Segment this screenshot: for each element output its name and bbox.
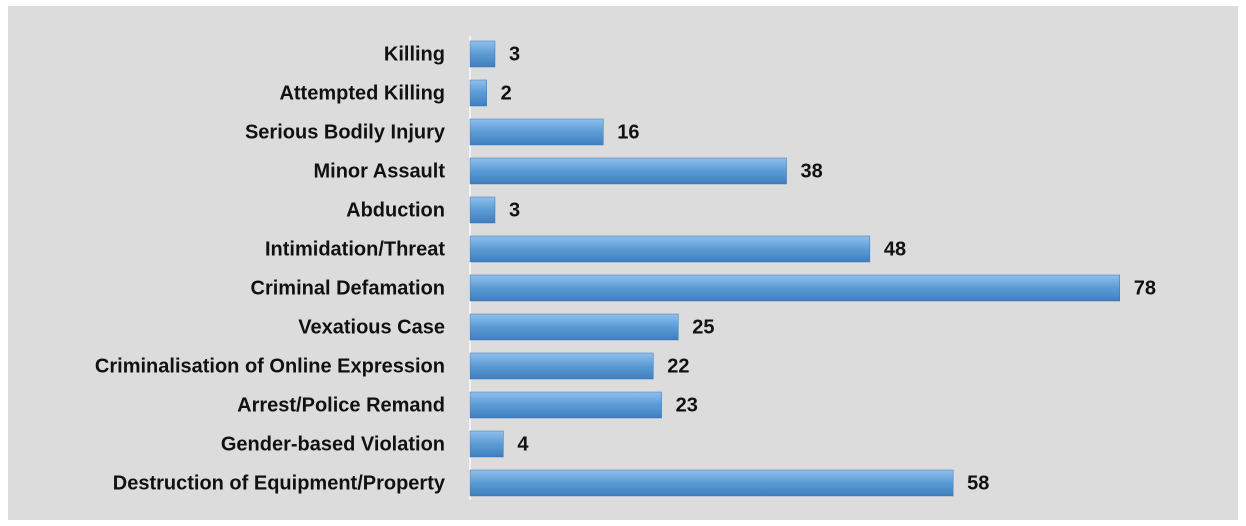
category-label: Vexatious Case bbox=[298, 316, 445, 338]
value-label: 58 bbox=[967, 472, 989, 494]
value-label: 4 bbox=[517, 433, 529, 455]
category-label: Attempted Killing bbox=[279, 82, 445, 104]
bar bbox=[469, 469, 954, 497]
bar bbox=[469, 430, 504, 458]
value-label: 3 bbox=[509, 199, 520, 221]
bar bbox=[469, 274, 1120, 302]
bar bbox=[469, 40, 496, 68]
category-label: Destruction of Equipment/Property bbox=[113, 472, 446, 494]
bar bbox=[469, 235, 871, 263]
value-label: 78 bbox=[1134, 277, 1156, 299]
category-label: Intimidation/Threat bbox=[265, 238, 445, 260]
bar bbox=[469, 391, 662, 419]
category-label: Killing bbox=[384, 43, 445, 65]
bar bbox=[469, 352, 654, 380]
value-label: 23 bbox=[676, 394, 698, 416]
value-label: 16 bbox=[617, 121, 639, 143]
value-label: 38 bbox=[801, 160, 823, 182]
bar bbox=[469, 118, 604, 146]
category-label: Abduction bbox=[346, 199, 445, 221]
category-label: Gender-based Violation bbox=[221, 433, 445, 455]
category-label: Arrest/Police Remand bbox=[237, 394, 445, 416]
value-label: 3 bbox=[509, 43, 520, 65]
bar bbox=[469, 313, 679, 341]
category-label: Serious Bodily Injury bbox=[245, 121, 446, 143]
bar bbox=[469, 196, 496, 224]
value-label: 22 bbox=[667, 355, 689, 377]
category-label: Minor Assault bbox=[314, 160, 446, 182]
value-label: 48 bbox=[884, 238, 906, 260]
bar bbox=[469, 157, 787, 185]
bar bbox=[469, 79, 487, 107]
value-label: 2 bbox=[501, 82, 512, 104]
category-label: Criminalisation of Online Expression bbox=[95, 355, 445, 377]
category-label: Criminal Defamation bbox=[251, 277, 445, 299]
plot-background bbox=[8, 6, 1238, 520]
value-label: 25 bbox=[692, 316, 714, 338]
